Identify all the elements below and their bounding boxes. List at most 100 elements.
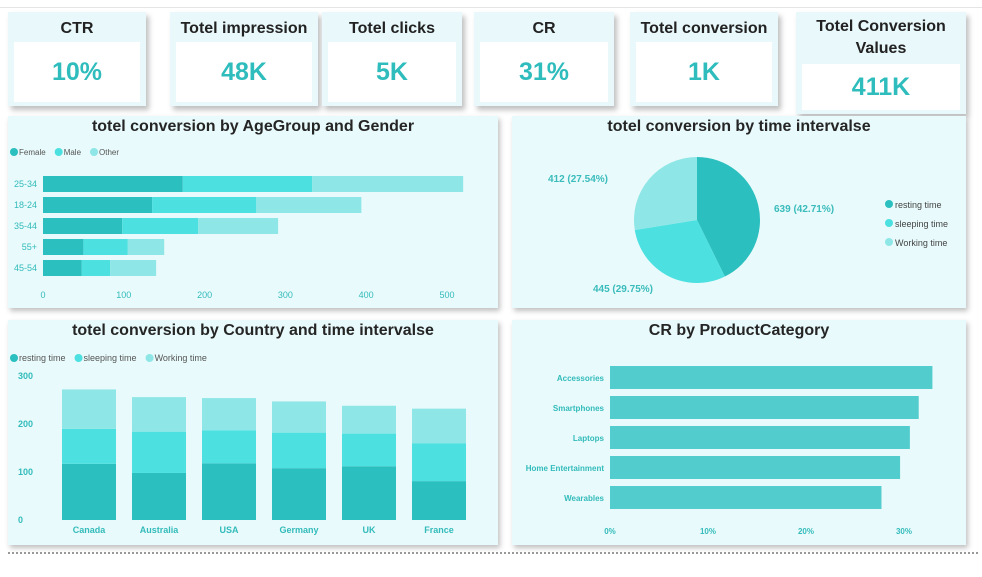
kpi-card-cr: CR 31% [474,12,614,106]
cr-category-chart-panel: CR by ProductCategory Accessories Smartph… [512,320,966,545]
kpi-card-ctr: CTR 10% [8,12,146,106]
tick-label: 0 [40,290,45,300]
data-label: 445 (29.75%) [593,284,653,295]
axis-label: Canada [73,525,107,535]
axis-label: 25-34 [14,179,37,189]
tick-label: 400 [359,290,374,300]
bar-working-time [132,397,186,432]
bar-male [83,239,128,255]
bar-male [81,260,111,276]
bar-working-time [272,401,326,433]
tick-label: 500 [439,290,454,300]
time-interval-pie: 639 (42.71%) resting time 445 (29.75%) slee… [548,157,948,295]
bar-working-time [62,389,116,429]
bar-resting-time [202,463,256,520]
axis-label: UK [363,525,376,535]
tick-label: 300 [278,290,293,300]
bar-sleeping-time [132,431,186,473]
bar-sleeping-time [202,430,256,464]
legend-dot [90,148,99,156]
bar-sleeping-time [342,433,396,467]
bar-other [110,260,157,276]
axis-label: France [424,525,454,535]
bar-working-time [202,398,256,431]
bar-working-time [412,408,466,444]
kpi-value: 5K [328,42,456,102]
pie-slice-sleeping-time [634,220,725,283]
bar [610,426,910,449]
tick-label: 10% [700,527,716,536]
kpi-card-impression: Totel impression 48K [170,12,318,106]
axis-label: 45-54 [14,263,37,273]
bar-sleeping-time [62,428,116,464]
kpi-title: CTR [60,20,94,37]
pie-slice-working-time [634,157,697,231]
kpi-value: 48K [176,42,312,102]
kpi-value: 1K [636,42,772,102]
bar-resting-time [342,466,396,520]
kpi-value: 411K [802,64,960,110]
data-label: 412 (27.54%) [548,174,608,185]
chart-title: totel conversion by AgeGroup and Gender [91,118,415,135]
kpi-title: Totel conversion [640,20,768,37]
legend-label: resting time [895,200,942,210]
divider [8,552,978,554]
kpi-value: 10% [14,42,140,102]
legend-dot [885,200,893,208]
kpi-title: Totel impression [180,20,308,37]
bar-resting-time [62,463,116,520]
kpi-value: 31% [480,42,608,102]
bar [610,456,901,479]
bar-sleeping-time [412,443,466,482]
bar-female [43,218,123,234]
tick-label: 30% [896,527,912,536]
country-chart: resting time sleeping time Working time 0 10… [10,353,466,535]
kpi-card-conversion-values: Totel Conversion Values 411K [796,12,966,114]
tick-label: 200 [197,290,212,300]
legend-dot [10,354,18,362]
bar [610,396,919,419]
axis-label: 55+ [22,242,37,252]
pie-slice-resting-time [697,157,760,277]
legend-dot [54,148,63,156]
kpi-title: Totel Conversion Values [816,18,946,57]
tick-label: 20% [798,527,814,536]
tick-label: 100 [18,467,33,477]
bar [610,486,882,509]
bar-male [182,176,313,192]
bar-resting-time [272,468,326,520]
legend-dot [10,148,18,156]
bar [610,366,933,389]
age-gender-chart-panel: totel conversion by AgeGroup and Gender … [8,116,498,308]
tick-label: 0% [604,527,616,536]
kpi-title: CR [532,20,556,37]
legend-dot [885,238,893,246]
legend-label: Working time [155,353,207,363]
tick-label: 100 [116,290,131,300]
axis-label: Australia [140,525,180,535]
bar-other [256,197,362,213]
tick-label: 300 [18,371,33,381]
bar-other [312,176,464,192]
age-gender-chart: Female Male Other 25-34 18-24 35-44 55+ 45-54 0 1… [10,148,464,300]
cr-category-chart: Accessories Smartphones Laptops Home Entert… [526,366,933,536]
tick-label: 200 [18,419,33,429]
legend-dot [74,354,83,362]
bar-male [152,197,257,213]
bar-female [43,239,84,255]
data-label: 639 (42.71%) [774,204,834,215]
legend-label: sleeping time [84,353,137,363]
bar-female [43,176,183,192]
axis-label: Home Entertainment [526,464,605,473]
bar-female [43,197,153,213]
bar-other [198,218,279,234]
legend-dot [145,354,154,362]
legend-label: Female [19,148,46,157]
axis-label: 18-24 [14,200,37,210]
axis-label: Germany [279,525,318,535]
bar-resting-time [132,472,186,520]
axis-label: Smartphones [553,404,605,413]
country-chart-panel: totel conversion by Country and time int… [8,320,498,545]
legend-label: Other [99,148,119,157]
kpi-title: Totel clicks [349,20,435,37]
